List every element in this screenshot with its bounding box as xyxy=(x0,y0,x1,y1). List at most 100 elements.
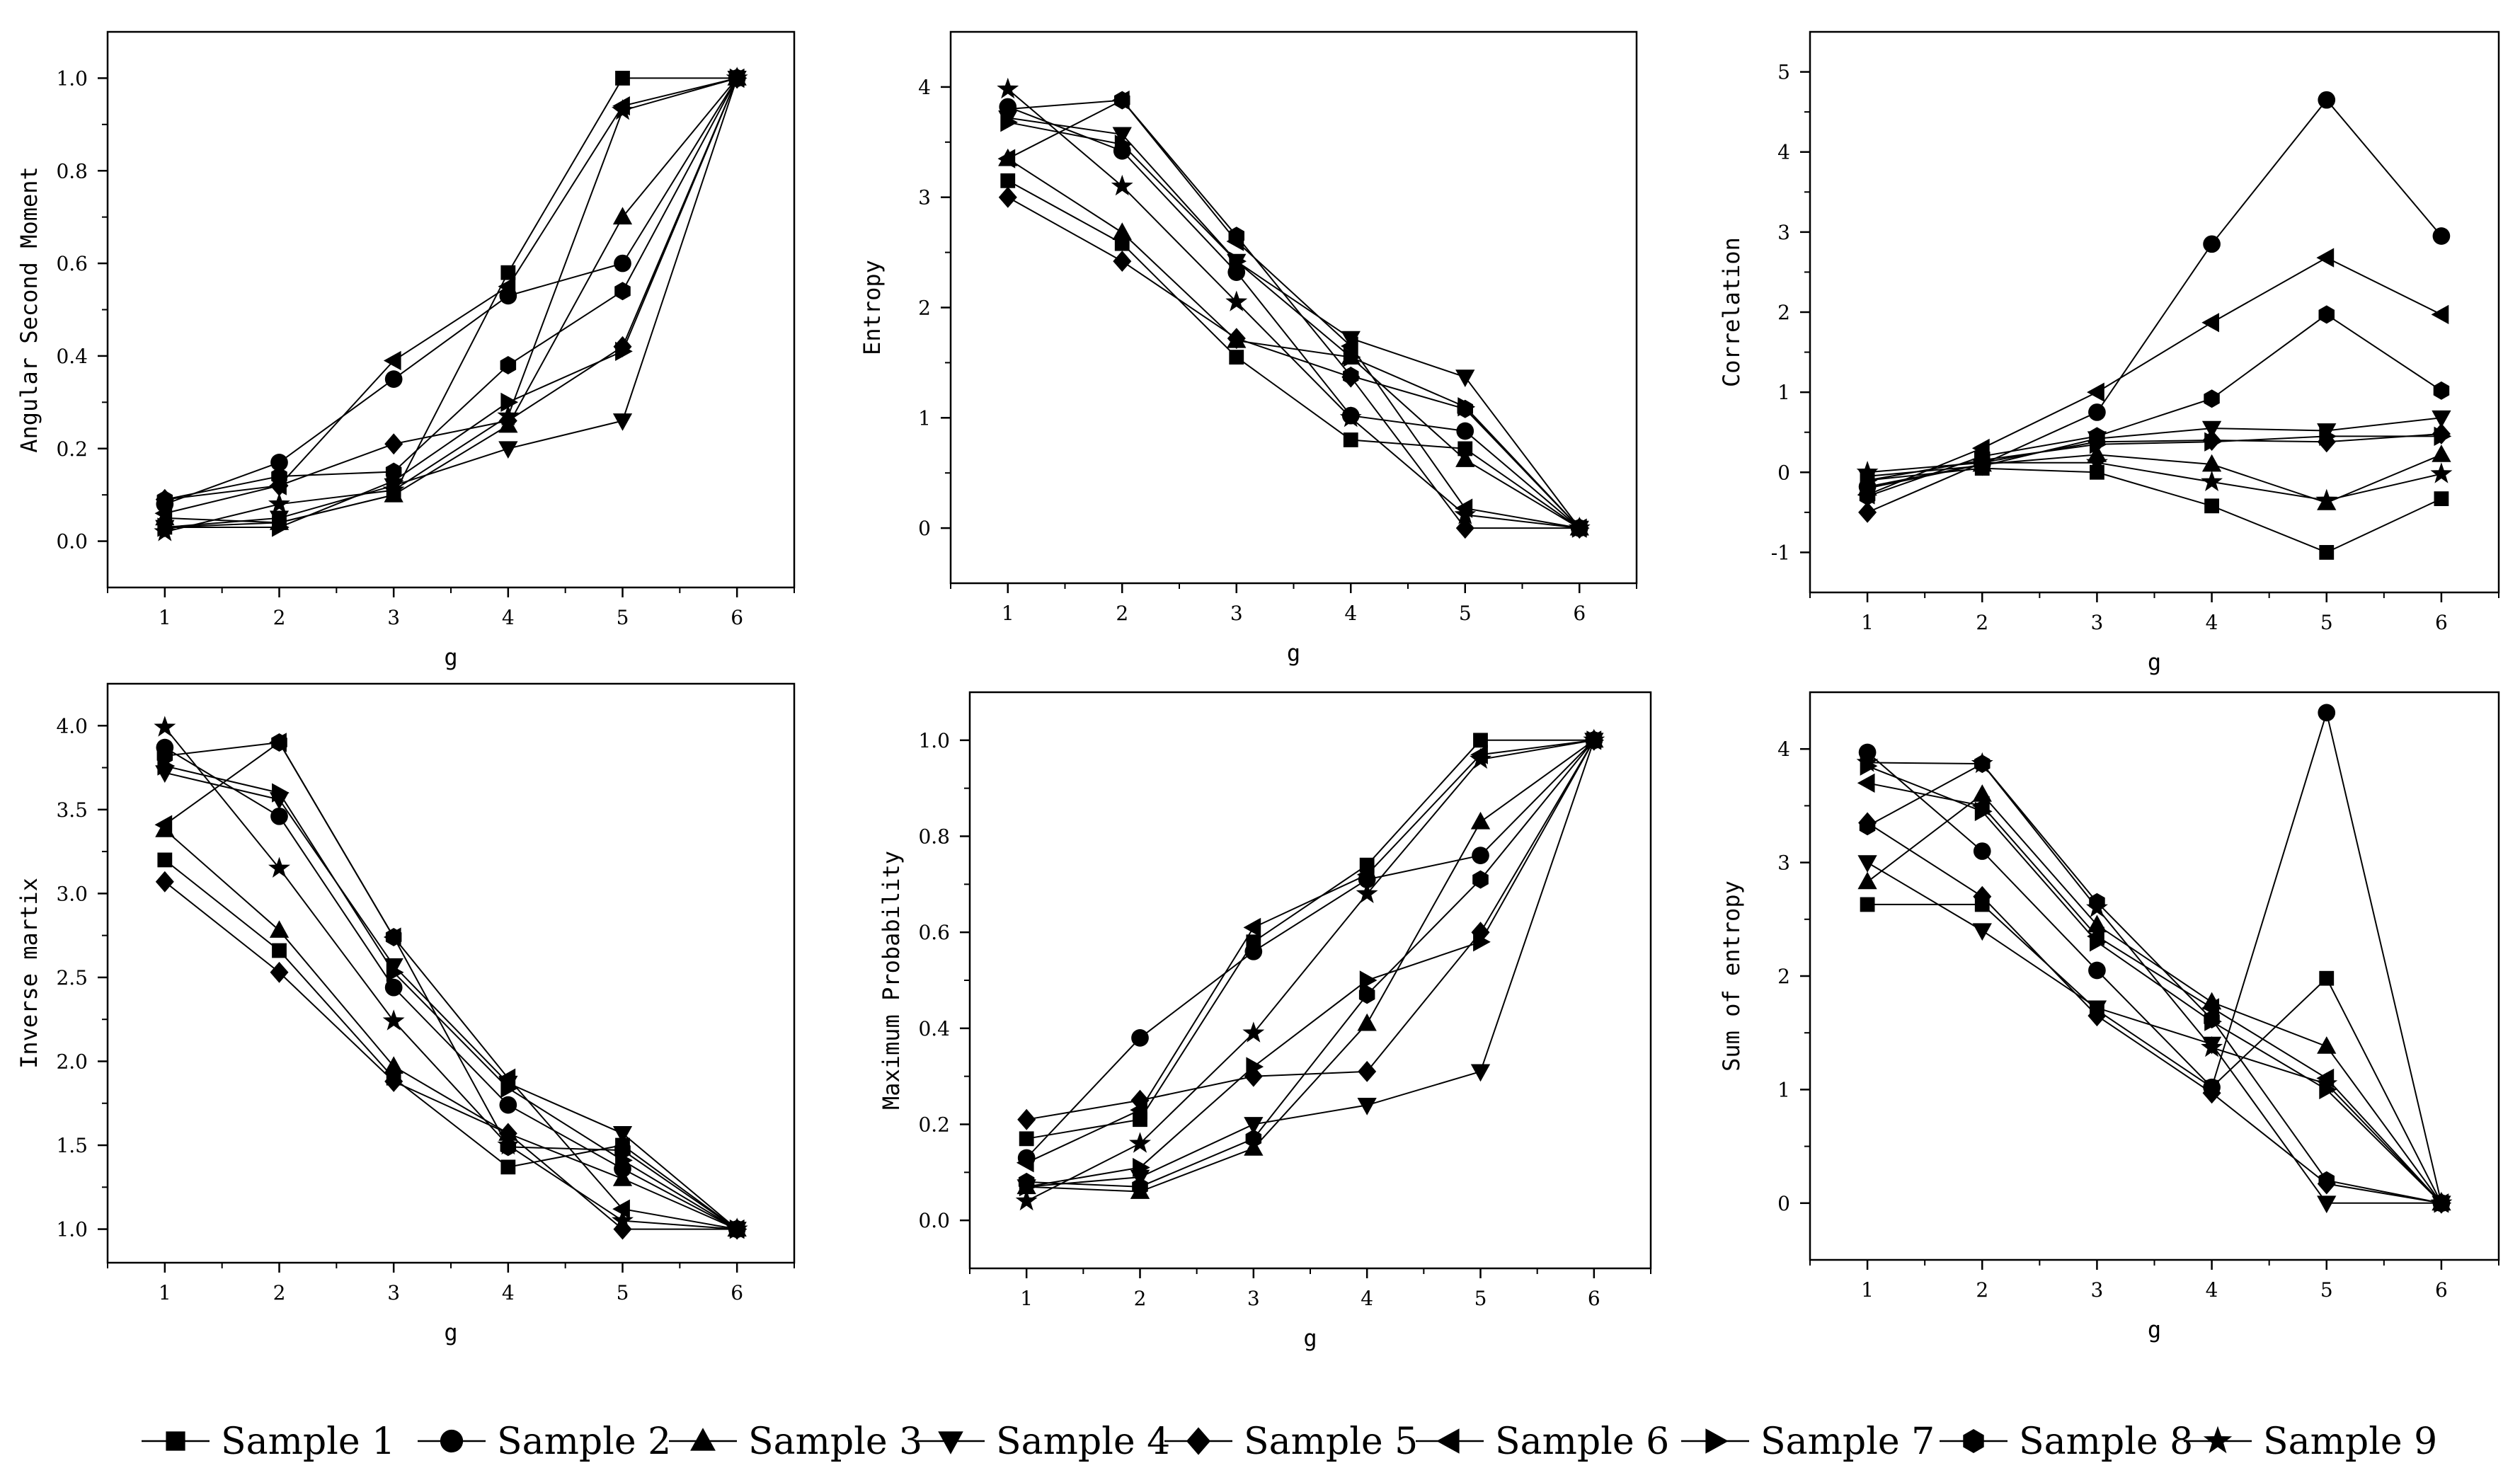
data-point xyxy=(2204,389,2220,408)
legend-marker xyxy=(166,1431,185,1451)
data-point xyxy=(498,1123,517,1145)
data-point xyxy=(500,356,517,374)
plot-frame xyxy=(106,30,796,589)
data-point xyxy=(1339,406,1362,428)
x-tick-label: 6 xyxy=(1588,1287,1600,1310)
data-point xyxy=(1857,773,1875,793)
y-tick-label: 2.0 xyxy=(56,1050,88,1073)
data-point xyxy=(1018,1172,1035,1191)
data-point xyxy=(2319,426,2337,446)
data-point xyxy=(270,961,289,983)
data-point xyxy=(612,1169,633,1186)
series-line xyxy=(1867,762,2442,1204)
y-tick-label: 3.0 xyxy=(56,882,88,905)
series-line xyxy=(1026,739,1594,1140)
series-6 xyxy=(997,90,1587,538)
x-tick-label: 5 xyxy=(2320,1278,2333,1302)
y-tick-label: 4 xyxy=(1777,141,1790,164)
x-tick-label: 2 xyxy=(273,1281,286,1304)
series-8 xyxy=(1859,755,2450,1212)
data-point xyxy=(1455,449,1475,467)
x-tick-label: 1 xyxy=(159,1281,171,1304)
series-3 xyxy=(155,68,747,530)
data-point xyxy=(2201,1036,2223,1057)
y-tick-label: 2 xyxy=(1777,965,1790,988)
y-tick-label: 0.2 xyxy=(56,437,88,461)
data-point xyxy=(1971,752,1993,774)
x-tick-label: 2 xyxy=(273,606,286,629)
y-tick-label: 1 xyxy=(918,406,931,430)
legend-item-8: Sample 8 xyxy=(1940,1421,2193,1463)
data-point xyxy=(2090,932,2107,952)
data-point xyxy=(2434,426,2452,446)
y-tick-label: 0.4 xyxy=(918,1017,950,1040)
data-point xyxy=(154,520,176,541)
data-point xyxy=(2431,304,2449,324)
data-point xyxy=(2201,470,2223,491)
series-line xyxy=(1007,105,1580,529)
data-point xyxy=(1244,1065,1263,1087)
data-point xyxy=(385,462,402,481)
data-point xyxy=(270,454,288,471)
data-point xyxy=(2202,1082,2221,1104)
legend-marker xyxy=(1186,1427,1210,1455)
x-tick-label: 3 xyxy=(2091,611,2104,634)
series-line xyxy=(1007,121,1581,529)
y-tick-label: 4.0 xyxy=(56,714,88,738)
data-point xyxy=(1130,1100,1147,1120)
data-point xyxy=(2201,420,2222,439)
data-point xyxy=(1341,331,1361,349)
data-point xyxy=(498,441,518,459)
legend-item-9: Sample 9 xyxy=(2184,1421,2437,1463)
x-tick-label: 5 xyxy=(2320,611,2333,634)
data-point xyxy=(1358,985,1375,1004)
data-point xyxy=(997,77,1019,99)
data-point xyxy=(1454,503,1477,524)
data-point xyxy=(1129,1132,1151,1153)
legend-marker xyxy=(1436,1428,1460,1454)
y-tick-label: 0.6 xyxy=(56,252,88,275)
data-point xyxy=(268,856,290,878)
y-tick-label: 4 xyxy=(918,76,931,99)
data-point xyxy=(612,1209,634,1230)
legend-label: Sample 3 xyxy=(748,1421,922,1463)
data-point xyxy=(384,1071,403,1092)
series-line xyxy=(1007,196,1580,529)
data-point xyxy=(1244,1117,1264,1135)
legend-item-2: Sample 2 xyxy=(418,1421,671,1463)
series-line xyxy=(1026,740,1595,1188)
y-axis-title: Sum of entropy xyxy=(1718,880,1745,1072)
series-line xyxy=(164,771,738,1230)
series-line xyxy=(1867,417,2442,477)
data-point xyxy=(500,392,519,412)
legend-label: Sample 2 xyxy=(497,1421,671,1463)
data-point xyxy=(612,207,633,225)
x-tick-label: 4 xyxy=(2206,1278,2218,1302)
data-point xyxy=(1472,847,1489,864)
data-point xyxy=(269,510,290,529)
data-point xyxy=(272,943,287,958)
legend-label: Sample 4 xyxy=(996,1421,1170,1463)
series-line xyxy=(164,859,738,1230)
legend-marker xyxy=(1963,1429,1984,1453)
data-point xyxy=(2432,227,2451,245)
legend-item-7: Sample 7 xyxy=(1681,1421,1935,1463)
series-line xyxy=(1867,435,2441,481)
series-line xyxy=(1867,903,2442,1204)
y-tick-label: 0 xyxy=(1777,461,1790,484)
data-point xyxy=(1017,1108,1036,1130)
x-tick-label: 2 xyxy=(1976,611,1988,634)
series-line xyxy=(1867,762,2442,1204)
data-point xyxy=(1357,1013,1377,1031)
series-line xyxy=(164,77,738,533)
data-point xyxy=(2204,1010,2220,1028)
x-tick-label: 3 xyxy=(387,606,400,629)
data-point xyxy=(1470,1064,1491,1082)
data-point xyxy=(1242,1021,1265,1043)
series-line xyxy=(1867,765,2442,1204)
series-9 xyxy=(1856,451,2453,510)
series-line xyxy=(164,881,738,1230)
series-line xyxy=(1007,117,1581,529)
data-point xyxy=(497,404,520,426)
data-point xyxy=(2317,1036,2337,1054)
